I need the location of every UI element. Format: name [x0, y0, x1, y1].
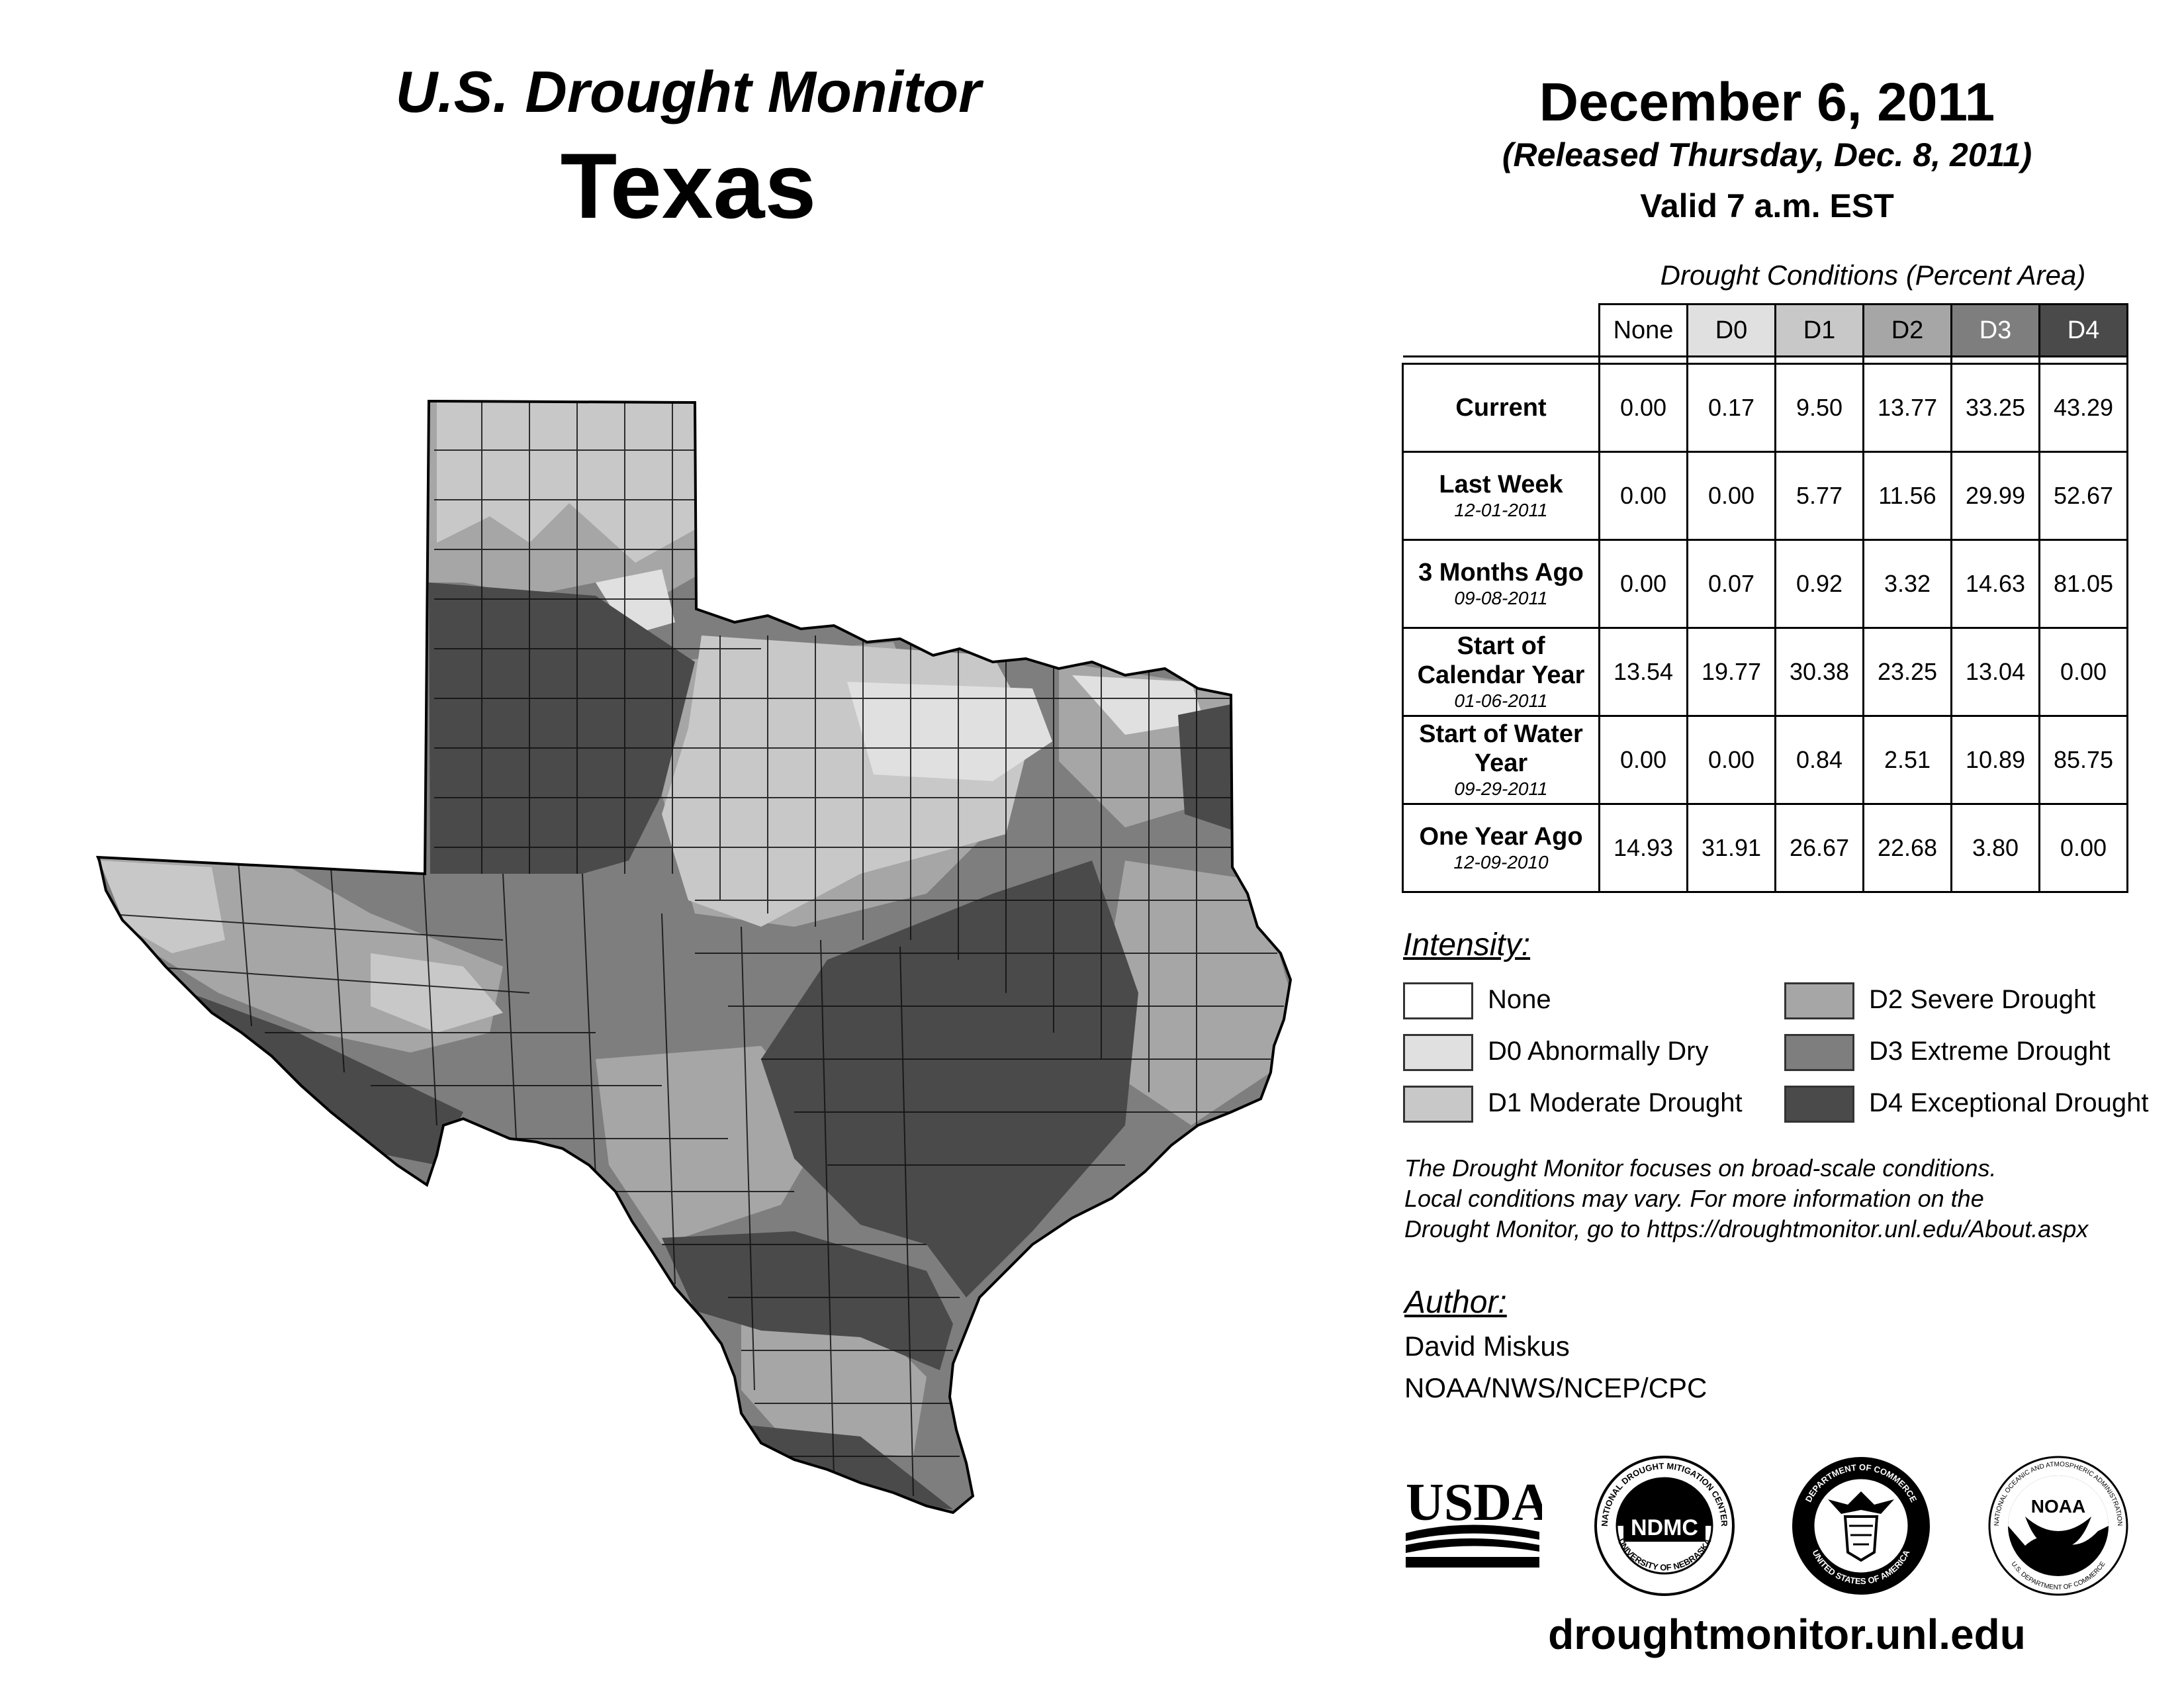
table-cell: 0.00	[1598, 539, 1688, 629]
ndmc-logo: NDMC NATIONAL DROUGHT MITIGATION CENTER …	[1592, 1453, 1737, 1599]
table-row: Current 0.00 0.17 9.50 13.77 33.25 43.29	[1402, 363, 2128, 453]
table-cell: 23.25	[1862, 627, 1952, 717]
table-cell: 0.00	[1598, 715, 1688, 805]
map-date: December 6, 2011	[1539, 72, 1995, 132]
table-cell: 81.05	[2038, 539, 2128, 629]
noaa-logo: NOAA NATIONAL OCEANIC AND ATMOSPHERIC AD…	[1985, 1453, 2131, 1599]
table-cell: 0.00	[1686, 715, 1776, 805]
table-cell: 43.29	[2038, 363, 2128, 453]
table-cell: 0.84	[1774, 715, 1864, 805]
table-cell: 3.32	[1862, 539, 1952, 629]
drought-area-d4	[728, 1423, 953, 1509]
drought-area-d1	[371, 953, 503, 1033]
table-cell: 13.54	[1598, 627, 1688, 717]
table-row: Last Week 12-01-2011 0.00 0.00 5.77 11.56…	[1402, 451, 2128, 541]
row-label: Start of Water Year 09-29-2011	[1402, 715, 1600, 805]
map-title: U.S. Drought Monitor	[395, 59, 981, 124]
legend-swatch	[1784, 1034, 1854, 1071]
svg-text:NOAA: NOAA	[2031, 1496, 2085, 1517]
drought-area-d2	[741, 1311, 927, 1456]
author-org: NOAA/NWS/NCEP/CPC	[1404, 1372, 1707, 1403]
col-d0: D0	[1686, 303, 1776, 357]
drought-area-d4	[662, 1231, 953, 1370]
table-cell: 22.68	[1862, 803, 1952, 893]
drought-area-d4	[1178, 702, 1244, 834]
table-cell: 85.75	[2038, 715, 2128, 805]
legend-title: Intensity:	[1403, 927, 1531, 962]
col-d4: D4	[2038, 303, 2128, 357]
table-cell: 10.89	[1950, 715, 2040, 805]
drought-area-d0	[1072, 675, 1205, 735]
svg-text:USDA: USDA	[1406, 1474, 1542, 1532]
legend-swatch	[1403, 1086, 1473, 1123]
table-caption: Drought Conditions (Percent Area)	[1660, 259, 2086, 291]
table-row: 3 Months Ago 09-08-2011 0.00 0.07 0.92 3.…	[1402, 539, 2128, 629]
table-cell: 26.67	[1774, 803, 1864, 893]
table-header-row: None D0 D1 D2 D3 D4	[1402, 303, 2128, 357]
table-cell: 19.77	[1686, 627, 1776, 717]
drought-area-d4	[429, 583, 695, 874]
table-cell: 14.63	[1950, 539, 2040, 629]
table-cell: 0.00	[1598, 363, 1688, 453]
table-cell: 0.17	[1686, 363, 1776, 453]
state-title: Texas	[560, 134, 817, 238]
table-cell: 29.99	[1950, 451, 2040, 541]
table-cell: 0.00	[2038, 627, 2128, 717]
legend-swatch	[1403, 982, 1473, 1019]
table-cell: 9.50	[1774, 363, 1864, 453]
row-label: Last Week 12-01-2011	[1402, 451, 1600, 541]
table-cell: 11.56	[1862, 451, 1952, 541]
col-d2: D2	[1862, 303, 1952, 357]
table-cell: 14.93	[1598, 803, 1688, 893]
table-cell: 13.04	[1950, 627, 2040, 717]
svg-text:NDMC: NDMC	[1631, 1515, 1698, 1540]
legend-swatch	[1784, 1086, 1854, 1123]
drought-area-d0	[596, 569, 675, 635]
drought-area-d0	[847, 682, 1052, 781]
row-label: One Year Ago 12-09-2010	[1402, 803, 1600, 893]
table-row: Start of Calendar Year 01-06-2011 13.54 1…	[1402, 627, 2128, 717]
table-corner	[1402, 304, 1600, 357]
table-cell: 5.77	[1774, 451, 1864, 541]
website-link[interactable]: droughtmonitor.unl.edu	[1548, 1611, 2026, 1658]
table-cell: 33.25	[1950, 363, 2040, 453]
drought-conditions-table: None D0 D1 D2 D3 D4 Current 0.00 0.17 9.…	[1402, 303, 2128, 893]
table-cell: 30.38	[1774, 627, 1864, 717]
col-d1: D1	[1774, 303, 1864, 357]
table-cell: 0.00	[1686, 451, 1776, 541]
texas-drought-map	[97, 400, 1292, 1514]
author-name: David Miskus	[1404, 1331, 1570, 1362]
release-date: (Released Thursday, Dec. 8, 2011)	[1502, 136, 2032, 173]
table-cell: 2.51	[1862, 715, 1952, 805]
row-label: Start of Calendar Year 01-06-2011	[1402, 627, 1600, 717]
col-none: None	[1598, 303, 1688, 357]
table-cell: 3.80	[1950, 803, 2040, 893]
author-heading: Author:	[1404, 1285, 1507, 1320]
drought-area-d2	[596, 1046, 827, 1244]
disclaimer-note: The Drought Monitor focuses on broad-sca…	[1404, 1154, 2089, 1243]
row-label: Current	[1402, 363, 1600, 453]
table-cell: 0.00	[1598, 451, 1688, 541]
drought-area-d4	[761, 861, 1138, 1297]
legend-swatch	[1784, 982, 1854, 1019]
doc-seal-logo: DEPARTMENT OF COMMERCE UNITED STATES OF …	[1788, 1453, 1934, 1599]
table-cell: 0.92	[1774, 539, 1864, 629]
table-cell: 31.91	[1686, 803, 1776, 893]
table-row: One Year Ago 12-09-2010 14.93 31.91 26.67…	[1402, 803, 2128, 893]
drought-area-d1	[437, 401, 695, 563]
drought-area-d1	[99, 861, 225, 953]
table-row: Start of Water Year 09-29-2011 0.00 0.00 …	[1402, 715, 2128, 805]
table-cell: 0.00	[2038, 803, 2128, 893]
col-d3: D3	[1950, 303, 2040, 357]
usda-logo: USDA	[1403, 1471, 1550, 1570]
row-label: 3 Months Ago 09-08-2011	[1402, 539, 1600, 629]
table-cell: 13.77	[1862, 363, 1952, 453]
legend-swatch	[1403, 1034, 1473, 1071]
table-cell: 0.07	[1686, 539, 1776, 629]
table-cell: 52.67	[2038, 451, 2128, 541]
valid-time: Valid 7 a.m. EST	[1640, 187, 1894, 224]
